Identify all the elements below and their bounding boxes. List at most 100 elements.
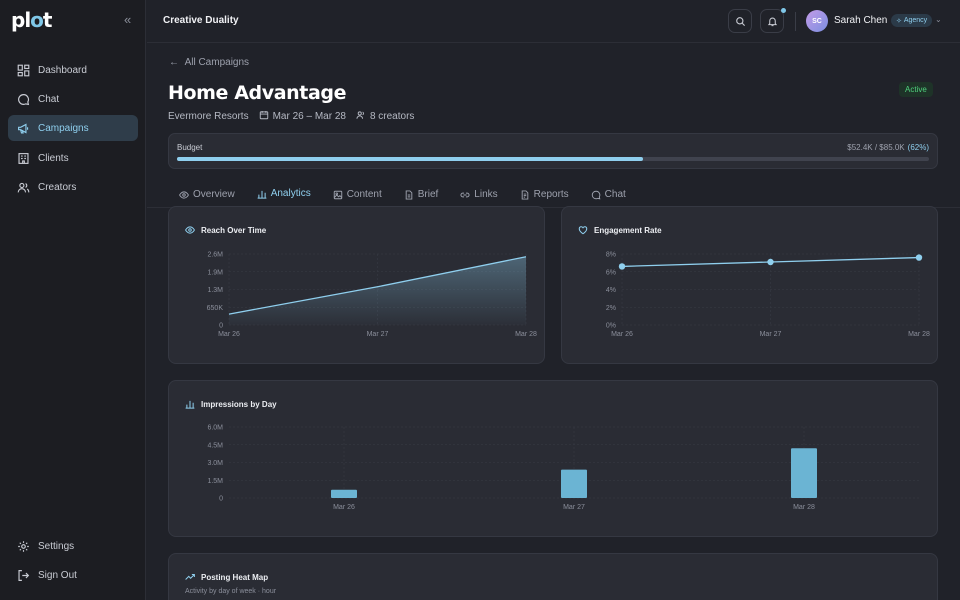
card-title-label: Reach Over Time — [201, 225, 267, 235]
sidebar-item-settings[interactable]: Settings — [8, 533, 138, 559]
role-label: Agency — [903, 17, 928, 24]
impressions-card: Impressions by Day 0 1.5M 3.0M 4.5M 6.0M Mar … — [168, 380, 938, 537]
image-icon — [333, 190, 342, 199]
avatar[interactable]: SC — [806, 10, 828, 32]
back-label: All Campaigns — [184, 57, 250, 68]
logo-text: plot — [11, 8, 52, 32]
users-icon — [17, 182, 30, 192]
x-tick-label: Mar 28 — [908, 331, 930, 338]
card-title-label: Posting Heat Map — [201, 572, 269, 582]
tab-reports[interactable]: Reports — [509, 181, 580, 208]
sidebar-item-label: Settings — [38, 540, 75, 552]
bar-chart-icon — [257, 190, 267, 199]
heart-icon — [578, 226, 588, 235]
y-tick-label: 4% — [606, 287, 616, 294]
tab-chat[interactable]: Chat — [580, 181, 637, 208]
tab-content[interactable]: Content — [322, 181, 393, 208]
arrow-left-icon: ← — [169, 57, 179, 68]
notification-dot — [781, 8, 786, 13]
sign-out-icon — [18, 569, 30, 581]
megaphone-icon — [18, 122, 29, 134]
budget-label: Budget — [177, 143, 203, 152]
y-tick-label: 1.3M — [207, 287, 223, 294]
budget-percent: (62%) — [907, 143, 929, 152]
data-point — [915, 254, 923, 261]
y-tick-label: 1.5M — [207, 478, 223, 485]
back-link[interactable]: ← All Campaigns — [169, 57, 249, 68]
sidebar-item-label: Sign Out — [38, 569, 77, 581]
tab-analytics[interactable]: Analytics — [245, 181, 322, 208]
tab-label: Brief — [417, 189, 439, 200]
tab-links[interactable]: Links — [449, 181, 508, 208]
status-badge: Active — [899, 82, 933, 97]
document-icon — [405, 189, 413, 200]
creators-count: 8 creators — [356, 110, 414, 122]
card-title: Posting Heat Map — [185, 572, 268, 582]
campaign-meta: Evermore Resorts Mar 26 – Mar 28 8 creat… — [168, 110, 414, 123]
card-title-label: Engagement Rate — [594, 225, 662, 235]
collapse-sidebar-icon[interactable]: « — [124, 12, 132, 27]
budget-progress-track — [177, 157, 929, 161]
users-icon — [356, 111, 364, 119]
x-tick-label: Mar 27 — [367, 331, 389, 338]
search-icon — [735, 16, 745, 26]
client-name: Evermore Resorts — [168, 110, 249, 122]
card-title-label: Impressions by Day — [201, 399, 277, 409]
search-button[interactable] — [728, 9, 752, 33]
bar — [791, 448, 817, 498]
bell-icon — [767, 17, 777, 26]
sidebar-item-label: Campaigns — [38, 122, 89, 134]
app-logo[interactable]: plot — [11, 8, 52, 32]
engagement-chart: 0% 2% 4% 6% 8% Mar 26 Mar 27 Mar 28 — [606, 252, 930, 339]
bar — [561, 469, 587, 498]
tab-brief[interactable]: Brief — [393, 181, 450, 208]
sidebar-item-dashboard[interactable]: Dashboard — [8, 57, 138, 83]
sidebar-item-label: Chat — [38, 93, 60, 105]
tab-label: Content — [346, 189, 382, 200]
x-tick-label: Mar 28 — [793, 504, 815, 511]
date-range: Mar 26 – Mar 28 — [259, 110, 346, 122]
chat-icon — [591, 190, 601, 199]
notifications-button[interactable] — [760, 8, 786, 33]
sidebar-item-chat[interactable]: Chat — [8, 86, 138, 112]
creators-count-label: 8 creators — [369, 111, 415, 122]
grid-icon — [17, 64, 30, 76]
y-tick-label: 0% — [606, 323, 616, 330]
user-name[interactable]: Sarah Chen — [834, 15, 888, 26]
tab-label: Links — [474, 189, 498, 200]
workspace-name: Creative Duality — [163, 15, 239, 26]
sidebar-item-sign-out[interactable]: Sign Out — [8, 562, 138, 588]
tabs-divider — [147, 207, 960, 208]
chat-icon — [18, 93, 30, 105]
sidebar-item-creators[interactable]: Creators — [8, 174, 138, 200]
sidebar-item-campaigns[interactable]: Campaigns — [8, 115, 138, 141]
engagement-card: Engagement Rate 0% 2% 4% 6% 8% Mar 26 Mar 27 Ma… — [561, 206, 938, 364]
sidebar-item-label: Creators — [38, 181, 77, 193]
topbar: Creative Duality SC Sarah Chen ✧ Agency … — [147, 0, 960, 43]
link-icon — [460, 192, 470, 197]
bar-chart-icon — [185, 400, 195, 409]
bar — [331, 489, 357, 498]
y-tick-label: 3.0M — [207, 460, 223, 467]
x-tick-label: Mar 26 — [333, 504, 355, 511]
heatmap-card: Posting Heat Map Activity by day of week… — [168, 553, 938, 600]
x-tick-label: Mar 27 — [760, 331, 782, 338]
budget-amount-value: $52.4K / $85.0K — [847, 143, 905, 152]
sidebar-item-label: Clients — [38, 152, 69, 164]
sidebar-item-clients[interactable]: Clients — [8, 145, 138, 171]
date-range-label: Mar 26 – Mar 28 — [272, 111, 346, 122]
tab-label: Reports — [533, 189, 569, 200]
chevron-down-icon[interactable]: ⌄ — [935, 15, 942, 24]
tab-overview[interactable]: Overview — [168, 181, 246, 208]
sidebar-item-label: Dashboard — [38, 64, 87, 76]
card-subtitle: Activity by day of week · hour — [185, 588, 277, 595]
impressions-chart: 0 1.5M 3.0M 4.5M 6.0M Mar 26 Mar 27 Mar 28 — [207, 425, 919, 511]
calendar-icon — [259, 110, 268, 120]
data-point — [618, 263, 626, 270]
tab-label: Chat — [604, 189, 626, 200]
y-tick-label: 6% — [606, 269, 616, 276]
area-line — [228, 256, 527, 315]
page-title: Home Advantage — [168, 82, 347, 104]
y-tick-label: 2.6M — [207, 252, 223, 259]
trend-up-icon — [185, 574, 195, 580]
